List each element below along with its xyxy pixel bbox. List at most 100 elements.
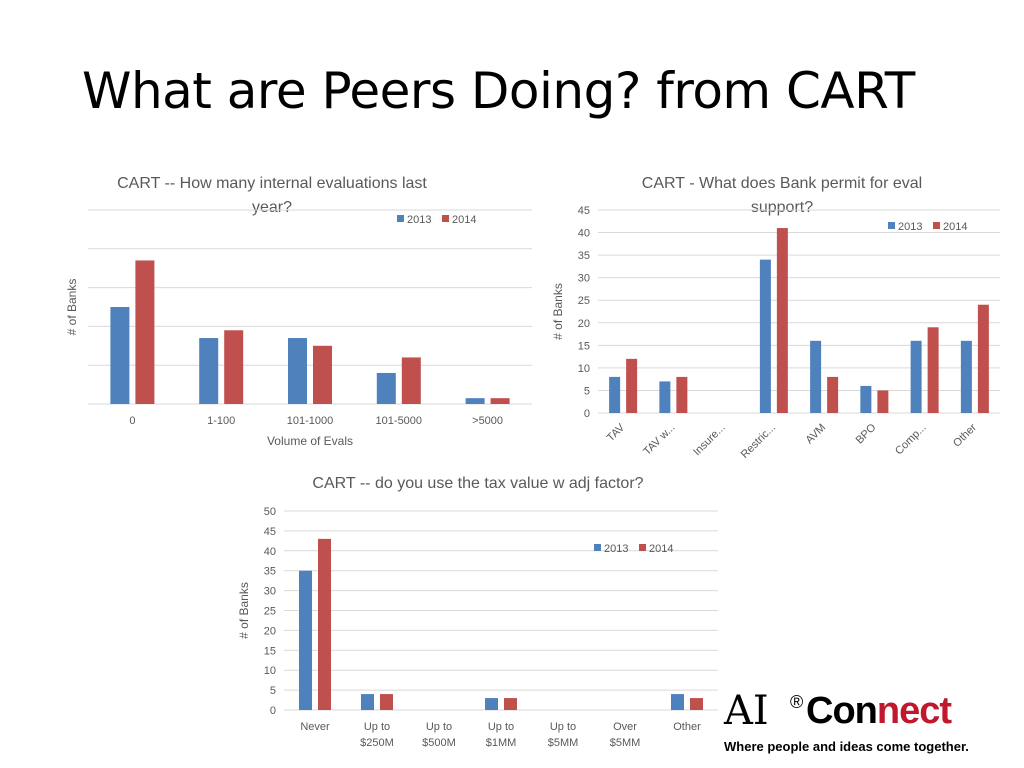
logo-nect: nect xyxy=(876,690,952,732)
y-tick-label: 0 xyxy=(270,705,276,717)
logo-tagline: Where people and ideas come together. xyxy=(724,739,969,754)
legend-swatch-2013 xyxy=(888,222,895,229)
y-tick-label: 40 xyxy=(578,228,590,240)
y-tick-label: 35 xyxy=(264,566,276,578)
y-axis-label: # of Banks xyxy=(237,582,251,639)
x-tick-label: Up to xyxy=(550,721,576,733)
y-axis-label: # of Banks xyxy=(65,279,79,336)
y-tick-label: 20 xyxy=(578,318,590,330)
y-tick-label: 15 xyxy=(264,645,276,657)
x-tick-label: Comp... xyxy=(893,422,929,458)
chart-internal-evaluations-svg: CART -- How many internal evaluations la… xyxy=(65,175,532,448)
logo-con: Con xyxy=(806,690,878,732)
x-tick-label: Other xyxy=(673,721,701,733)
x-tick-label: TAV xyxy=(605,421,628,444)
chart-tax-value-svg: CART -- do you use the tax value w adj f… xyxy=(237,475,718,749)
y-tick-label: 45 xyxy=(578,205,590,217)
bar-2013 xyxy=(465,398,485,404)
y-tick-label: 0 xyxy=(584,408,590,420)
bar-2014 xyxy=(877,390,889,413)
bar-2014 xyxy=(490,398,510,404)
bar-2014 xyxy=(977,304,989,413)
bar-2014 xyxy=(224,330,244,404)
x-tick-label: $5MM xyxy=(610,737,641,749)
bar-2013 xyxy=(199,338,219,404)
bar-2013 xyxy=(376,372,396,404)
x-tick-label: $1MM xyxy=(486,737,517,749)
x-tick-label: 1-100 xyxy=(207,415,235,427)
chart-title-line: CART - What does Bank permit for eval xyxy=(642,175,922,192)
y-tick-label: 5 xyxy=(270,685,276,697)
x-axis-label: Volume of Evals xyxy=(267,434,353,448)
bar-2013 xyxy=(810,340,822,413)
bar-2014 xyxy=(676,376,688,413)
x-tick-label: BPO xyxy=(854,421,879,446)
x-tick-label: Other xyxy=(951,421,979,449)
bar-2014 xyxy=(401,357,421,404)
x-tick-label: TAV w... xyxy=(641,422,677,458)
x-tick-label: $250M xyxy=(360,737,394,749)
y-tick-label: 35 xyxy=(578,250,590,262)
chart-title-line: support? xyxy=(751,199,813,216)
logo-connect-text: Connect xyxy=(806,690,952,733)
bar-2013 xyxy=(759,259,771,413)
bar-2014 xyxy=(827,376,839,413)
x-tick-label: AVM xyxy=(803,422,828,447)
bar-2014 xyxy=(380,694,393,710)
x-tick-label: $5MM xyxy=(548,737,579,749)
legend-swatch-2014 xyxy=(639,544,646,551)
x-tick-label: Insure... xyxy=(691,422,728,459)
bar-2014 xyxy=(690,698,703,710)
y-tick-label: 15 xyxy=(578,340,590,352)
bar-2014 xyxy=(776,228,788,413)
x-tick-label: 101-1000 xyxy=(287,415,334,427)
x-tick-label: 101-5000 xyxy=(376,415,423,427)
legend-label-2014: 2014 xyxy=(452,214,476,226)
legend-label-2013: 2013 xyxy=(604,543,628,555)
y-tick-label: 10 xyxy=(264,665,276,677)
bar-2013 xyxy=(361,694,374,710)
chart-title-line: year? xyxy=(252,199,292,216)
legend-label-2014: 2014 xyxy=(943,221,967,233)
y-tick-label: 25 xyxy=(578,295,590,307)
logo-registered-mark: ® xyxy=(790,692,804,712)
x-tick-label: >5000 xyxy=(472,415,503,427)
bar-2013 xyxy=(110,307,130,404)
y-tick-label: 10 xyxy=(578,363,590,375)
bar-2014 xyxy=(504,698,517,710)
y-tick-label: 25 xyxy=(264,606,276,618)
chart-eval-support-svg: CART - What does Bank permit for eval sup… xyxy=(551,175,1000,461)
bar-2013 xyxy=(609,376,621,413)
bar-2014 xyxy=(927,327,939,413)
bar-2014 xyxy=(313,345,332,404)
y-tick-label: 45 xyxy=(264,526,276,538)
legend-label-2013: 2013 xyxy=(898,221,922,233)
bar-2013 xyxy=(485,698,498,710)
legend-label-2013: 2013 xyxy=(407,214,431,226)
chart-title-line: CART -- How many internal evaluations la… xyxy=(117,175,427,192)
x-tick-label: Up to xyxy=(426,721,452,733)
y-tick-label: 5 xyxy=(584,385,590,397)
bar-2013 xyxy=(288,338,307,404)
chart-eval-support: CART - What does Bank permit for eval sup… xyxy=(548,166,1018,466)
chart-internal-evaluations: CART -- How many internal evaluations la… xyxy=(62,166,542,456)
legend-swatch-2014 xyxy=(933,222,940,229)
y-tick-label: 50 xyxy=(264,506,276,518)
y-axis-label: # of Banks xyxy=(551,283,565,340)
y-tick-label: 30 xyxy=(578,273,590,285)
y-tick-label: 30 xyxy=(264,586,276,598)
bar-2014 xyxy=(626,358,638,413)
bar-2014 xyxy=(318,538,331,710)
bar-2013 xyxy=(860,385,872,413)
logo-ai-text: AI xyxy=(724,688,769,734)
bar-2013 xyxy=(299,570,312,710)
bar-2013 xyxy=(910,340,922,413)
y-tick-label: 20 xyxy=(264,625,276,637)
y-tick-label: 40 xyxy=(264,546,276,558)
x-tick-label: Never xyxy=(300,721,330,733)
legend-swatch-2013 xyxy=(594,544,601,551)
legend-swatch-2014 xyxy=(442,215,449,222)
x-tick-label: $500M xyxy=(422,737,456,749)
x-tick-label: Over xyxy=(613,721,637,733)
bar-2013 xyxy=(659,381,671,413)
